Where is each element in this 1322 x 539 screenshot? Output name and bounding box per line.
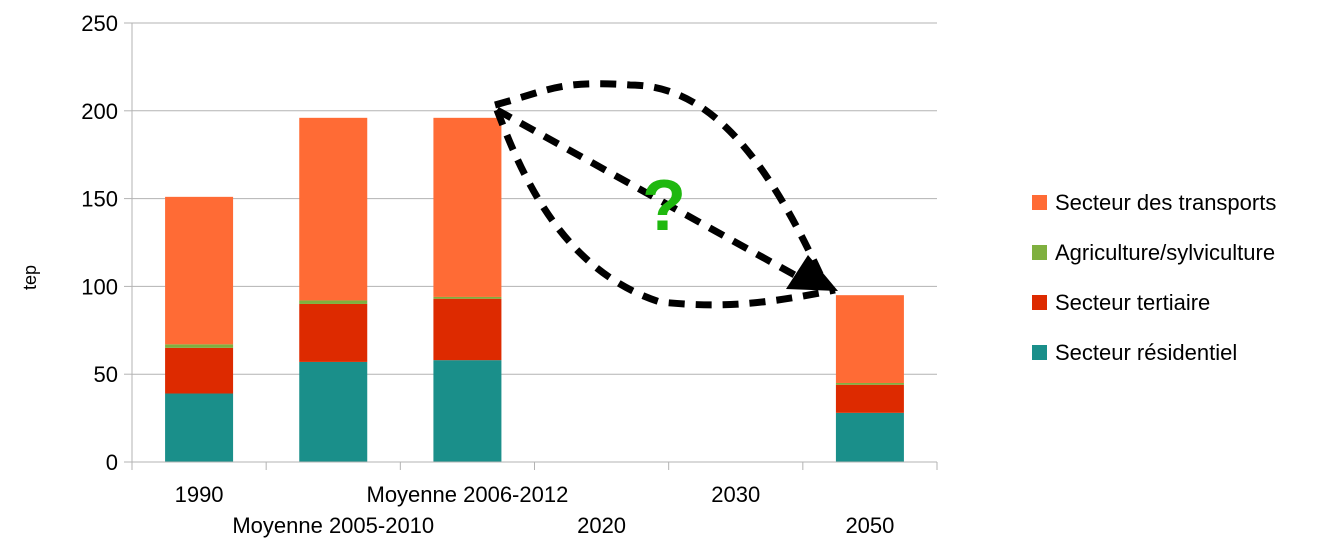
- x-tick-label: 2030: [711, 482, 760, 507]
- y-tick-label: 200: [81, 99, 118, 124]
- lower-curve-arrow: [493, 108, 836, 309]
- bar-segment: [433, 117, 502, 297]
- bar-segment: [299, 303, 368, 362]
- bar-segment: [433, 360, 502, 462]
- bar-segment: [299, 117, 368, 301]
- y-tick-label: 50: [94, 362, 118, 387]
- bars-layer: [165, 117, 904, 462]
- question-mark-annotation: ?: [642, 166, 686, 246]
- x-tick-label: Moyenne 2006-2012: [367, 482, 569, 507]
- bar-segment: [165, 347, 234, 394]
- annotation-layer: ?: [493, 80, 838, 309]
- x-tick-label: 1990: [175, 482, 224, 507]
- y-tick-label: 100: [81, 274, 118, 299]
- upper-curve-arrow: [494, 80, 829, 287]
- bar-segment: [835, 412, 904, 462]
- x-tick-label: 2020: [577, 513, 626, 538]
- bar-segment: [433, 296, 502, 299]
- arrowhead-icon: [786, 255, 838, 291]
- grid-layer: [132, 22, 937, 463]
- legend-label: Agriculture/sylviculture: [1055, 240, 1275, 265]
- bar-segment: [165, 344, 234, 348]
- bar-segment: [165, 196, 234, 345]
- bar-segment: [299, 361, 368, 462]
- legend-label: Secteur des transports: [1055, 190, 1276, 215]
- x-tick-label: 2050: [845, 513, 894, 538]
- x-tick-label: Moyenne 2005-2010: [232, 513, 434, 538]
- y-tick-label: 150: [81, 187, 118, 212]
- legend-label: Secteur tertiaire: [1055, 290, 1210, 315]
- legend: Secteur des transports Agriculture/sylvic…: [1032, 190, 1276, 365]
- y-tick-label: 0: [106, 450, 118, 475]
- legend-swatch: [1032, 295, 1047, 310]
- bar-segment: [835, 382, 904, 385]
- legend-label: Secteur résidentiel: [1055, 340, 1237, 365]
- legend-swatch: [1032, 345, 1047, 360]
- bar-segment: [835, 295, 904, 383]
- legend-swatch: [1032, 195, 1047, 210]
- legend-swatch: [1032, 245, 1047, 260]
- bar-segment: [165, 393, 234, 462]
- y-axis-label: tep: [20, 265, 40, 290]
- y-tick-label: 250: [81, 11, 118, 36]
- straight-arrow: [495, 106, 802, 282]
- axes-layer: 0 50 100 150 200 250 tep 1990 Moyenne 2005-2010 M…: [20, 11, 938, 538]
- bar-segment: [433, 298, 502, 361]
- bar-segment: [299, 300, 368, 304]
- bar-segment: [835, 384, 904, 413]
